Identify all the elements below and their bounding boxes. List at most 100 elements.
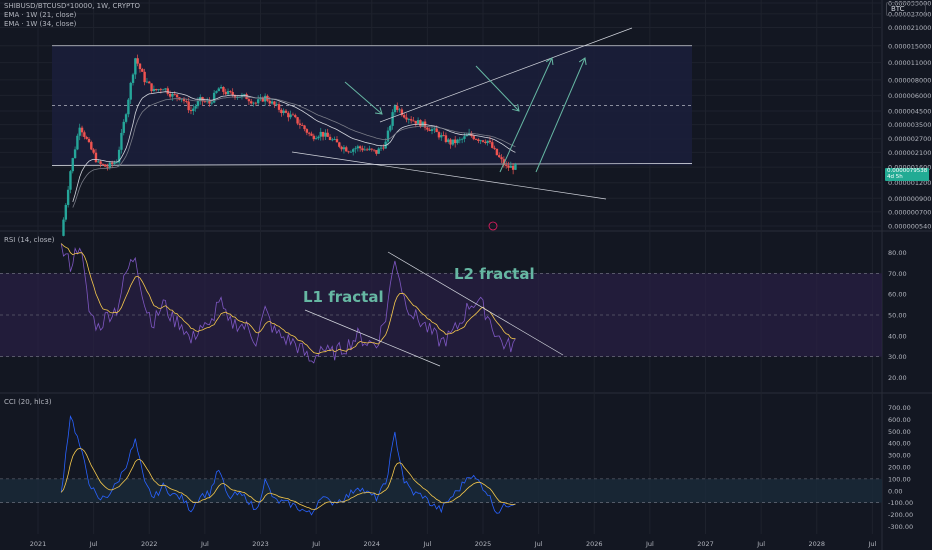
cci-tick-label: -100.00 (888, 499, 913, 507)
candle-body (463, 136, 466, 139)
cci-tick-label: 300.00 (888, 452, 911, 460)
currency-button[interactable]: BTC (886, 2, 926, 16)
candle-body (502, 159, 506, 166)
rsi-tick-label: 70.00 (888, 270, 907, 278)
candle-body (238, 97, 241, 98)
candle-body (479, 140, 482, 142)
event-marker-icon (488, 221, 498, 231)
symbol-legend: SHIBUSD/BTCUSD*10000, 1W, CRYPTO (4, 2, 141, 10)
rsi-ma-line (60, 243, 516, 355)
candle-body (328, 136, 332, 140)
candle-body (456, 139, 459, 144)
price-tick-label: 0.000001200 (888, 179, 931, 187)
candle-body (280, 109, 283, 114)
candle-body (263, 95, 267, 102)
rsi-legend: RSI (14, close) (4, 236, 55, 244)
bar-countdown: 4d 5h (887, 174, 903, 180)
candle-body (166, 88, 169, 94)
time-tick-label: Jul (422, 540, 431, 548)
candle-body (303, 125, 306, 130)
candle-body (495, 148, 499, 156)
candle-body (314, 138, 318, 140)
candle-body (127, 99, 130, 115)
candle-body (110, 162, 114, 164)
rising-trend-line (379, 27, 633, 123)
candle-body (217, 88, 220, 92)
last-price-value: 0.0000079538 (887, 168, 928, 174)
l1-trend-line (304, 309, 441, 367)
candle-body (136, 58, 139, 64)
candle-body (185, 101, 188, 102)
candle-body (407, 119, 411, 120)
candle-body (87, 138, 91, 143)
candle-body (458, 139, 462, 141)
candle-body (138, 63, 142, 70)
cci-tick-label: -300.00 (888, 523, 913, 531)
candle-body (224, 91, 227, 95)
candle-body (275, 104, 278, 105)
ema21-legend: EMA · 1W (21, close) (4, 11, 77, 19)
candle-body (205, 100, 209, 102)
price-tick-label: 0.000004500 (888, 108, 931, 116)
candle-body (416, 120, 420, 124)
ema34-legend: EMA · 1W (34, close) (4, 20, 77, 28)
candle-body (363, 149, 366, 151)
price-tick-label: 0.000000700 (888, 208, 931, 216)
down-arrow-2-head (512, 104, 520, 112)
candle-body (465, 135, 468, 137)
candle-body (222, 86, 225, 92)
candle-body (298, 123, 302, 126)
time-tick-label: Jul (867, 540, 876, 548)
time-tick-label: Jul (645, 540, 654, 548)
rsi-tick-label: 20.00 (888, 374, 907, 382)
candle-body (382, 147, 385, 149)
candle-body (236, 97, 239, 98)
candle-body (433, 128, 436, 130)
candle-body (342, 147, 346, 150)
candle-body (488, 140, 492, 143)
candle-body (347, 151, 350, 153)
price-tick-label: 0.000015000 (888, 42, 931, 50)
candle-body (331, 139, 334, 141)
candle-body (514, 164, 517, 170)
candle-body (76, 135, 79, 150)
candle-body (161, 89, 165, 91)
candle-body (389, 125, 392, 131)
candle-body (504, 165, 508, 166)
candle-body (345, 147, 348, 152)
price-tick-label: 0.000003500 (888, 121, 931, 129)
candle-body (243, 94, 246, 96)
candle-body (71, 158, 74, 172)
candle-body (159, 89, 163, 90)
candle-body (301, 125, 304, 126)
time-tick-label: Jul (311, 540, 320, 548)
projection-arrow-1-head (545, 57, 554, 66)
candle-body (83, 132, 86, 137)
candle-body (453, 139, 457, 144)
candle-body (252, 102, 255, 104)
candle-body (319, 131, 322, 137)
candle-body (208, 100, 211, 104)
candle-body (182, 98, 186, 102)
cci-tick-label: 500.00 (888, 428, 911, 436)
candle-body (277, 104, 281, 110)
l2-trend-line (387, 251, 564, 356)
candle-body (124, 114, 128, 122)
candle-body (157, 89, 160, 91)
projection-arrow-2-head (578, 57, 587, 65)
candle-body (472, 136, 475, 140)
candle-body (113, 162, 116, 164)
candle-body (85, 136, 88, 139)
candle-body (405, 117, 408, 120)
time-tick-label: Jul (534, 540, 543, 548)
candle-body (131, 74, 135, 83)
time-tick-label: 2021 (30, 540, 47, 548)
channel-bottom-line (51, 163, 693, 166)
candle-body (442, 135, 445, 136)
candle-body (361, 148, 364, 151)
candle-body (393, 105, 397, 113)
candle-body (368, 148, 371, 150)
candle-body (333, 139, 336, 140)
candle-body (268, 100, 271, 104)
